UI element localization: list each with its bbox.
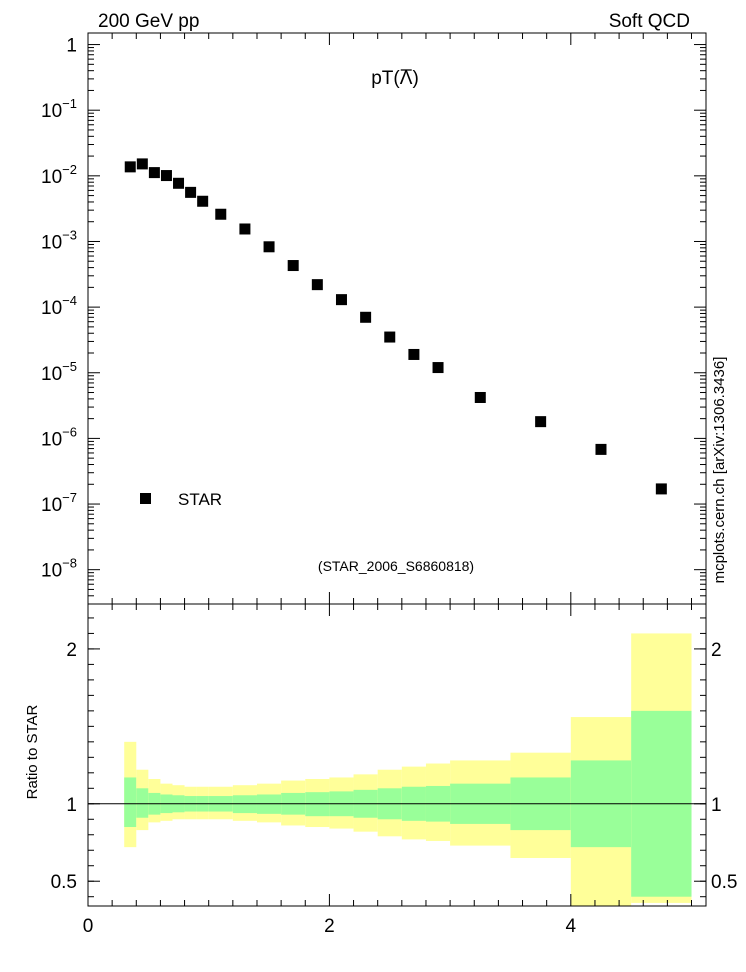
data-point	[595, 443, 607, 455]
data-point	[360, 311, 372, 323]
x-tick-label: 4	[566, 916, 577, 937]
data-point	[535, 416, 547, 428]
x-tick-label: 2	[324, 916, 335, 937]
uncertainty-bands	[124, 633, 692, 906]
header-right-label: Soft QCD	[609, 11, 690, 32]
ratio-y-tick-label-right: 2	[711, 640, 722, 661]
ratio-y-axis-label: Ratio to STAR	[24, 704, 41, 799]
y-tick-label: 10−7	[41, 490, 77, 516]
green-band	[136, 788, 149, 818]
plot-title: pT(Λ)	[371, 68, 419, 89]
data-point	[124, 161, 136, 173]
main-plot-frame	[87, 32, 707, 605]
y-tick-label: 10−1	[41, 96, 77, 122]
y-tick-label: 10−3	[41, 227, 77, 253]
data-point	[384, 331, 396, 343]
y-tick-label: 1	[66, 36, 77, 57]
legend-marker	[140, 493, 151, 504]
data-point	[239, 223, 251, 235]
ratio-y-tick-label: 1	[66, 795, 77, 816]
y-tick-label: 10−5	[41, 359, 77, 385]
y-tick-label: 10−2	[41, 162, 77, 188]
main-y-tick-labels: 1 10−1 10−2 10−3 10−4 10−5 10−6 10−7 10−8	[41, 36, 77, 582]
ratio-y-tick-label: 0.5	[51, 872, 77, 893]
data-point	[408, 348, 420, 360]
side-label: mcplots.cern.ch [arXiv:1306.3436]	[711, 357, 728, 584]
data-point	[215, 208, 227, 220]
main-plot: 110−110−210−310−410−510−610−710−8 pT(Λ) …	[41, 32, 707, 605]
ratio-plot-frame	[87, 603, 707, 907]
main-axis-ticks	[87, 33, 706, 605]
data-point	[311, 279, 323, 291]
green-band	[124, 777, 137, 828]
data-point	[173, 177, 185, 189]
data-point	[148, 167, 160, 179]
data-point	[263, 241, 275, 253]
x-tick-labels: 0 2 4	[83, 916, 577, 937]
data-point	[655, 483, 667, 495]
data-point	[287, 260, 299, 272]
y-tick-label: 10−8	[41, 556, 77, 582]
data-point	[136, 158, 148, 170]
data-point	[335, 294, 347, 306]
ratio-plot: 0.5 0.5 1 1 2 2 0 2 4 Ratio to STAR	[24, 603, 738, 937]
data-point	[185, 186, 197, 198]
data-points	[124, 158, 667, 495]
legend-label: STAR	[178, 490, 222, 509]
ratio-y-tick-labels: 0.5 0.5 1 1 2 2	[51, 640, 738, 893]
header-left-label: 200 GeV pp	[98, 11, 199, 32]
data-point	[160, 170, 172, 182]
data-point	[474, 391, 486, 403]
data-point	[432, 362, 444, 374]
y-tick-label: 10−6	[41, 424, 77, 450]
ratio-y-tick-label: 2	[66, 640, 77, 661]
y-tick-label: 10−4	[41, 293, 77, 319]
lambda-symbol: Λ	[400, 68, 413, 89]
ratio-y-tick-label-right: 0.5	[711, 872, 737, 893]
analysis-annotation: (STAR_2006_S6860818)	[318, 558, 474, 574]
data-point	[197, 195, 209, 207]
x-tick-label: 0	[83, 916, 94, 937]
ratio-y-tick-label-right: 1	[711, 795, 722, 816]
ratio-axis-ticks	[87, 604, 706, 906]
